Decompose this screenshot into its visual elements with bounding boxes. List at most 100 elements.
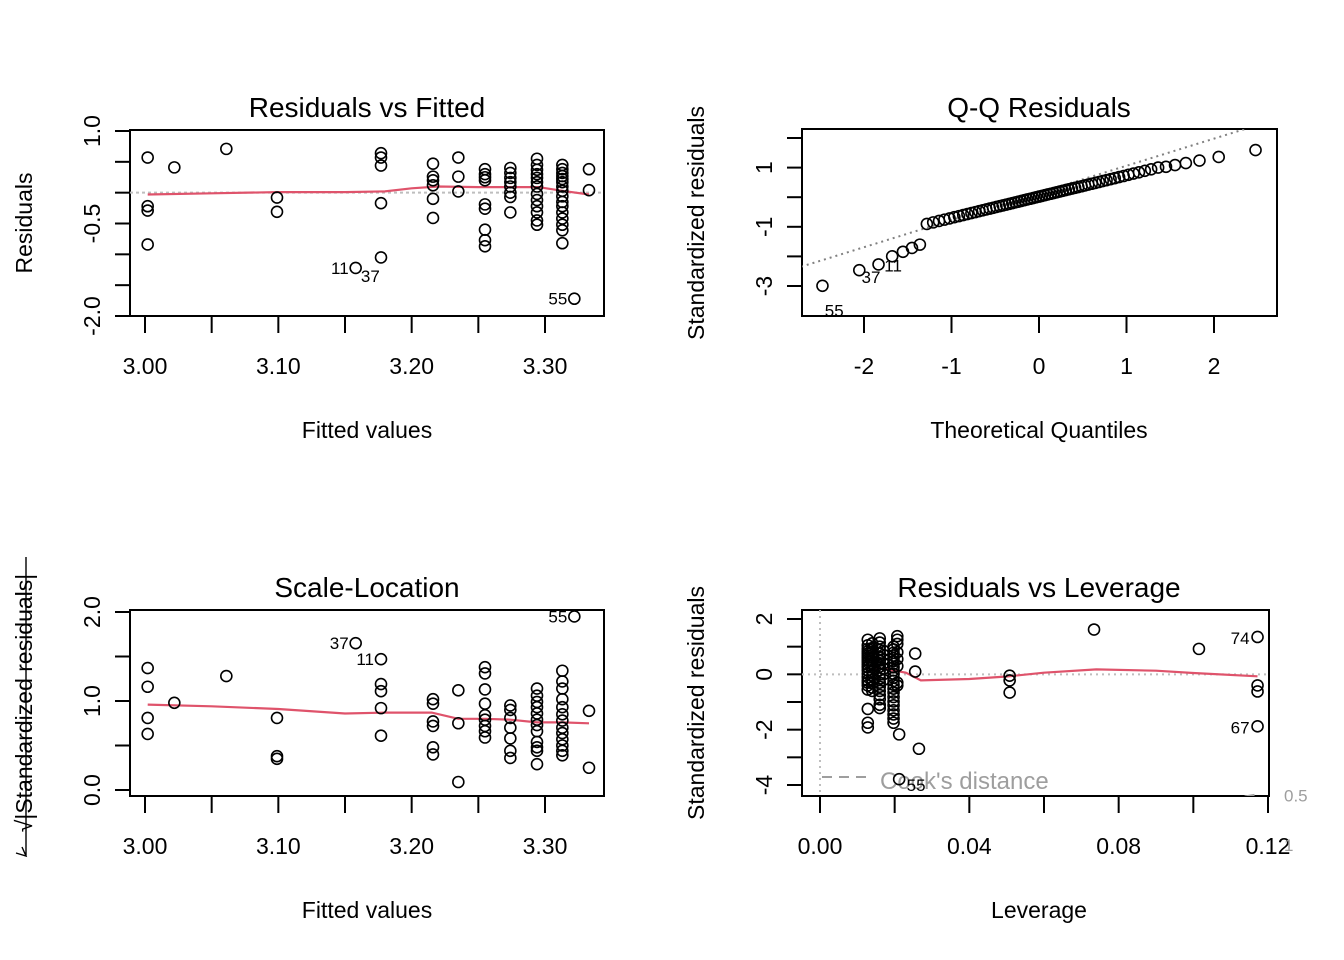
data-point [1179, 156, 1193, 170]
data-point [926, 216, 940, 229]
data-point [556, 692, 569, 706]
data-point [890, 645, 904, 659]
data-point [374, 196, 388, 210]
data-point [426, 211, 440, 225]
data-point [478, 731, 492, 744]
data-point [816, 279, 829, 293]
x-tick-label: 3.30 [523, 833, 568, 859]
data-point [582, 183, 596, 197]
y-axis-label: Residuals [11, 173, 37, 274]
data-point [556, 180, 569, 193]
data-point [530, 744, 544, 758]
data-point [504, 751, 517, 765]
y-tick-label: -4 [751, 775, 777, 796]
data-point [530, 163, 544, 177]
y-axis-label: √|Standardized residuals| [11, 574, 37, 833]
data-point [873, 698, 887, 712]
cooks-distance-line [1241, 793, 1257, 796]
data-point [912, 742, 926, 756]
point-label: 11 [884, 256, 902, 275]
data-point [452, 684, 465, 697]
data-point [270, 191, 284, 204]
data-point [861, 716, 875, 730]
data-point [582, 761, 596, 775]
data-point [530, 218, 544, 232]
cooks-level-label: 0.5 [1284, 786, 1308, 805]
data-point [530, 180, 544, 193]
data-point [1151, 161, 1165, 174]
x-tick-label: 3.00 [123, 353, 168, 379]
data-point [1251, 630, 1264, 644]
point-label: 37 [862, 268, 881, 287]
data-point [530, 193, 544, 207]
data-point [861, 702, 875, 716]
data-point [556, 206, 569, 219]
data-point [374, 151, 388, 164]
data-point [530, 167, 544, 181]
data-point [530, 187, 544, 201]
data-point [556, 162, 569, 176]
data-point [452, 185, 465, 198]
x-tick-label: 0.00 [798, 833, 843, 859]
data-point [426, 178, 440, 192]
point-label: 11 [356, 650, 374, 669]
point-label: 37 [361, 267, 380, 286]
data-point [908, 647, 922, 660]
data-point [865, 684, 879, 698]
data-point [426, 174, 440, 187]
data-point [873, 692, 887, 706]
data-point [556, 199, 569, 213]
data-point [905, 241, 919, 255]
data-point [141, 151, 154, 164]
x-tick-label: -1 [941, 353, 961, 379]
data-point [568, 610, 581, 623]
y-tick-label: 1 [751, 161, 777, 174]
data-point [220, 669, 233, 683]
data-point [1003, 686, 1016, 699]
y-tick-label: -3 [751, 276, 777, 296]
point-label: 55 [548, 290, 567, 309]
data-point [426, 170, 440, 183]
y-tick-label: 2.0 [79, 596, 105, 628]
x-tick-label: 3.30 [523, 353, 568, 379]
data-point [890, 659, 904, 673]
data-point [349, 261, 362, 275]
data-point [556, 708, 569, 721]
x-tick-label: 3.20 [389, 353, 434, 379]
data-point [582, 704, 596, 718]
plot-area [147, 703, 590, 725]
y-tick-label: 0 [751, 668, 777, 681]
data-point [556, 190, 569, 203]
data-point [374, 146, 388, 160]
data-point [890, 637, 904, 651]
point-label: 55 [825, 301, 844, 320]
y-tick-label: -1 [751, 217, 777, 237]
data-point [1249, 143, 1262, 157]
data-point [556, 664, 569, 678]
x-tick-label: 0.04 [947, 833, 992, 859]
data-point [885, 250, 899, 263]
data-point [1112, 170, 1126, 184]
data-point [556, 675, 569, 688]
chart-title: Residuals vs Fitted [249, 92, 486, 123]
x-axis-label: Fitted values [302, 417, 432, 443]
data-point [141, 238, 154, 251]
data-point [556, 166, 569, 180]
data-point [556, 236, 569, 250]
x-tick-label: 2 [1208, 353, 1221, 379]
y-axis-label: Standardized residuals [683, 586, 709, 820]
data-point [220, 142, 233, 156]
point-label: 67 [1231, 718, 1250, 737]
point-label: 74 [1231, 629, 1250, 648]
data-point [374, 159, 388, 172]
smoother-line [147, 703, 590, 725]
data-point [426, 192, 440, 206]
data-point [426, 715, 440, 728]
data-point [890, 679, 904, 692]
data-point [556, 223, 569, 237]
data-point [1144, 162, 1158, 176]
data-point [1192, 642, 1206, 656]
data-point [478, 667, 492, 680]
data-point [478, 697, 492, 710]
data-point [1193, 154, 1206, 167]
